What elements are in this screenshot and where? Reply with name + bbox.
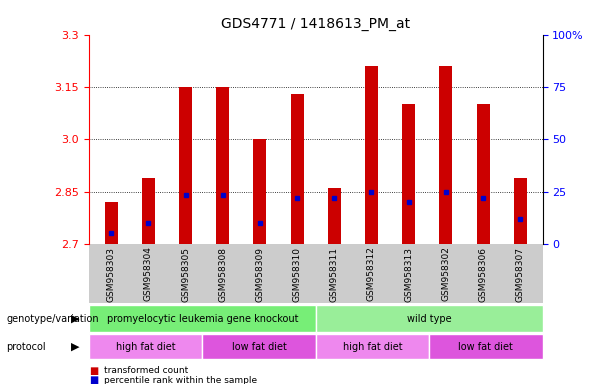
Bar	[328, 188, 341, 244]
Text: ■: ■	[89, 375, 98, 384]
Bar	[253, 139, 267, 244]
Text: protocol: protocol	[6, 341, 46, 352]
Text: promyelocytic leukemia gene knockout: promyelocytic leukemia gene knockout	[107, 314, 298, 324]
Text: ■: ■	[89, 366, 98, 376]
Text: low fat diet: low fat diet	[232, 341, 286, 352]
Text: ▶: ▶	[71, 314, 80, 324]
Bar	[291, 94, 303, 244]
Text: wild type: wild type	[407, 314, 451, 324]
Text: low fat diet: low fat diet	[459, 341, 513, 352]
Title: GDS4771 / 1418613_PM_at: GDS4771 / 1418613_PM_at	[221, 17, 410, 31]
Bar	[216, 87, 229, 244]
Bar	[105, 202, 118, 244]
Bar	[476, 104, 490, 244]
Bar	[440, 66, 452, 244]
Text: ▶: ▶	[71, 341, 80, 352]
Text: transformed count: transformed count	[104, 366, 188, 375]
Bar	[514, 177, 527, 244]
Text: high fat diet: high fat diet	[116, 341, 175, 352]
Text: percentile rank within the sample: percentile rank within the sample	[104, 376, 257, 384]
Text: high fat diet: high fat diet	[343, 341, 402, 352]
Text: genotype/variation: genotype/variation	[6, 314, 99, 324]
Bar	[402, 104, 415, 244]
Bar	[179, 87, 192, 244]
Bar	[142, 177, 155, 244]
Bar	[365, 66, 378, 244]
